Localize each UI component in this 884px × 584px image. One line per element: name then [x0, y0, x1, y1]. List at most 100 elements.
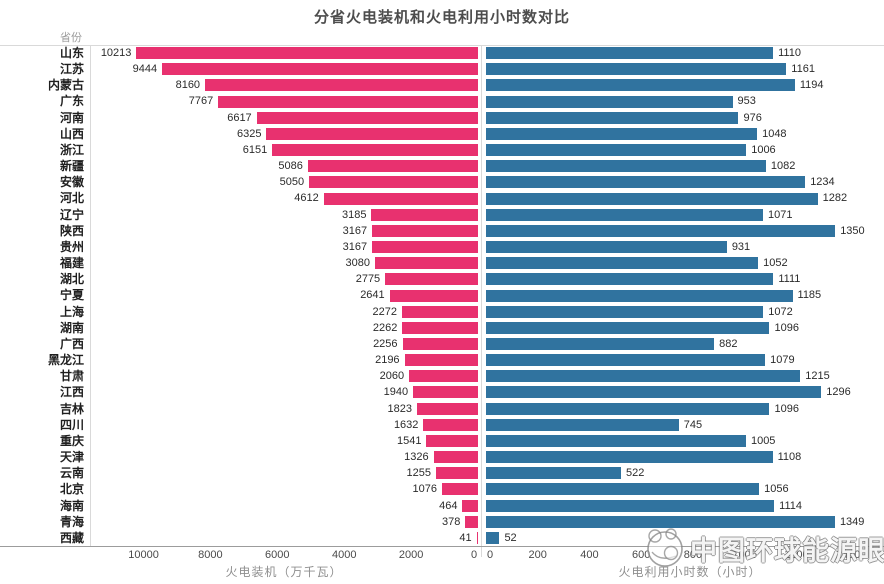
province-label: 辽宁 — [59, 207, 84, 222]
capacity-value: 3185 — [341, 208, 367, 221]
province-label: 福建 — [59, 256, 84, 271]
chart-title: 分省火电装机和火电利用小时数对比 — [313, 9, 570, 26]
province-label: 河南 — [59, 110, 84, 125]
bottom-axis-line — [0, 546, 884, 547]
capacity-value: 2060 — [379, 370, 405, 383]
category-column-header: 省份 — [60, 32, 82, 44]
capacity-value: 378 — [442, 515, 461, 528]
capacity-bar — [417, 402, 478, 415]
capacity-value: 10213 — [100, 47, 132, 59]
capacity-value: 7767 — [188, 95, 214, 108]
right-axis-tick: 600 — [632, 549, 651, 561]
province-label: 陕西 — [59, 223, 84, 238]
hours-value: 1005 — [750, 434, 776, 447]
capacity-value: 2272 — [372, 305, 398, 318]
capacity-value: 2775 — [355, 273, 381, 286]
hours-bar — [486, 337, 715, 350]
province-label: 北京 — [59, 482, 84, 497]
hours-value: 1194 — [799, 79, 824, 92]
hours-bar — [486, 515, 835, 528]
province-label: 内蒙古 — [47, 78, 84, 93]
right-axis-tick: 1200 — [784, 549, 809, 561]
hours-bar — [486, 176, 806, 189]
capacity-bar — [476, 531, 478, 544]
province-label: 青海 — [59, 514, 84, 529]
province-label: 江西 — [59, 385, 84, 400]
capacity-bar — [409, 370, 478, 383]
capacity-bar — [136, 47, 478, 60]
right-axis-tick: 0 — [486, 549, 494, 561]
hours-value: 1110 — [778, 47, 801, 59]
hours-bar — [486, 531, 500, 544]
hours-bar — [486, 499, 775, 512]
hours-value: 1215 — [805, 370, 830, 383]
province-label: 四川 — [59, 417, 84, 432]
hours-value: 522 — [626, 467, 645, 480]
capacity-bar — [372, 224, 478, 237]
hours-value: 1114 — [779, 499, 802, 512]
capacity-value: 2256 — [373, 337, 398, 350]
capacity-value: 1823 — [387, 402, 413, 415]
hours-value: 1096 — [774, 321, 799, 334]
capacity-bar — [402, 321, 478, 334]
hours-value: 976 — [743, 111, 762, 124]
province-label: 贵州 — [59, 239, 84, 254]
hours-value: 1096 — [774, 402, 799, 415]
hours-value: 1079 — [770, 354, 795, 367]
hours-bar — [486, 257, 759, 270]
capacity-bar — [218, 95, 478, 108]
capacity-bar — [426, 434, 478, 447]
capacity-bar — [256, 111, 478, 124]
capacity-bar — [433, 451, 478, 464]
capacity-bar — [205, 79, 478, 92]
province-label: 浙江 — [59, 142, 84, 157]
capacity-value: 6151 — [242, 143, 268, 156]
hours-bar — [486, 208, 764, 221]
hours-bar — [486, 386, 822, 399]
left-axis-tick: 2000 — [398, 549, 424, 561]
capacity-value: 464 — [439, 499, 458, 512]
capacity-value: 9444 — [132, 63, 158, 76]
hours-bar — [486, 418, 679, 431]
province-label: 云南 — [59, 466, 84, 481]
hours-bar — [486, 63, 787, 76]
capacity-bar — [402, 305, 478, 318]
right-axis-tick: 400 — [580, 549, 599, 561]
capacity-value: 1076 — [412, 483, 438, 496]
province-label: 安徽 — [59, 175, 84, 190]
capacity-value: 2262 — [372, 321, 398, 334]
capacity-bar — [307, 160, 478, 173]
hours-value: 1185 — [797, 289, 822, 302]
capacity-value: 3167 — [342, 224, 368, 237]
left-axis-tick: 4000 — [331, 549, 357, 561]
capacity-value: 1632 — [393, 418, 419, 431]
capacity-bar — [374, 257, 478, 270]
capacity-value: 6617 — [227, 111, 252, 124]
hours-value: 52 — [504, 531, 517, 544]
capacity-value: 6325 — [236, 127, 262, 140]
hours-bar — [486, 241, 727, 254]
hours-bar — [486, 321, 770, 334]
label-column-divider — [90, 45, 91, 546]
capacity-value: 41 — [459, 531, 472, 544]
capacity-value: 1255 — [406, 467, 432, 480]
hours-bar — [486, 47, 774, 60]
capacity-bar — [465, 515, 478, 528]
capacity-bar — [371, 208, 478, 221]
hours-value: 1082 — [770, 160, 796, 173]
province-label: 湖北 — [59, 272, 84, 287]
hours-bar — [486, 111, 739, 124]
capacity-bar — [413, 386, 478, 399]
hours-value: 1056 — [764, 483, 789, 496]
province-label: 山东 — [59, 46, 84, 60]
province-label: 山西 — [59, 126, 84, 141]
hours-value: 1296 — [826, 386, 851, 399]
hours-value: 931 — [731, 240, 751, 253]
hours-value: 1234 — [810, 176, 835, 189]
right-axis-title: 火电利用小时数（小时） — [618, 565, 762, 579]
province-label: 广东 — [59, 94, 84, 109]
capacity-value: 5086 — [278, 160, 303, 173]
hours-bar — [486, 160, 766, 173]
province-label: 河北 — [59, 191, 84, 206]
capacity-bar — [389, 289, 478, 302]
